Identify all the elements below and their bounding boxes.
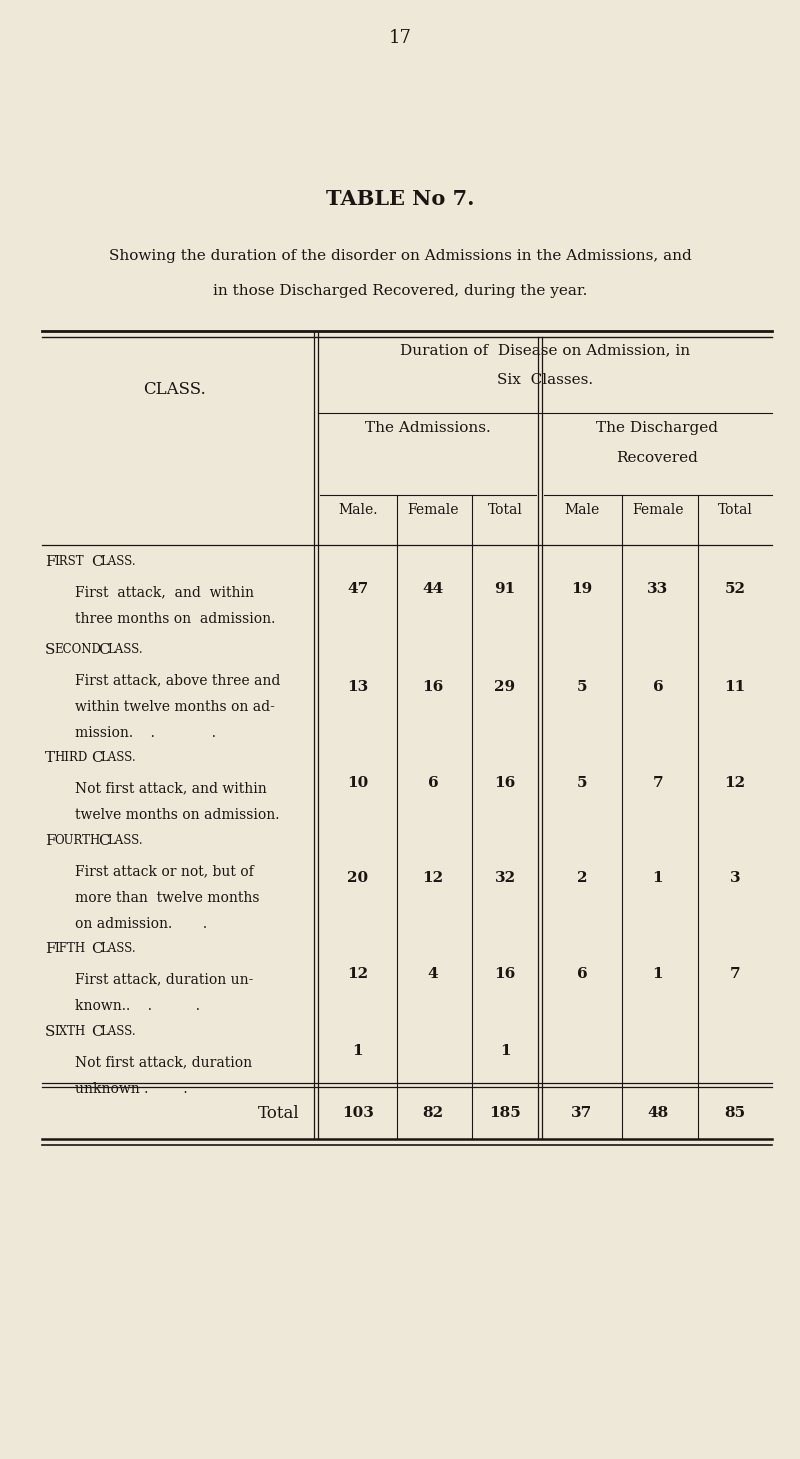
Text: 4: 4 bbox=[428, 966, 438, 980]
Text: Male.: Male. bbox=[338, 503, 378, 516]
Text: unknown .        .: unknown . . bbox=[75, 1081, 188, 1096]
Text: 32: 32 bbox=[494, 871, 515, 886]
Text: 44: 44 bbox=[422, 582, 444, 595]
Text: 16: 16 bbox=[422, 680, 444, 694]
Text: The Discharged: The Discharged bbox=[596, 422, 718, 435]
Text: 11: 11 bbox=[724, 680, 746, 694]
Text: OURTH: OURTH bbox=[54, 835, 101, 848]
Text: C: C bbox=[98, 643, 110, 657]
Text: 52: 52 bbox=[725, 582, 746, 595]
Text: 185: 185 bbox=[489, 1106, 521, 1121]
Text: TABLE No 7.: TABLE No 7. bbox=[326, 190, 474, 209]
Text: more than  twelve months: more than twelve months bbox=[75, 890, 259, 905]
Text: 16: 16 bbox=[494, 966, 516, 980]
Text: three months on  admission.: three months on admission. bbox=[75, 611, 275, 626]
Text: S: S bbox=[45, 1026, 55, 1039]
Text: mission.    .             .: mission. . . bbox=[75, 727, 216, 740]
Text: 82: 82 bbox=[422, 1106, 443, 1121]
Text: C: C bbox=[91, 554, 103, 569]
Text: Not first attack, and within: Not first attack, and within bbox=[75, 781, 266, 795]
Text: HIRD: HIRD bbox=[54, 751, 87, 765]
Text: 17: 17 bbox=[389, 29, 411, 47]
Text: First attack or not, but of: First attack or not, but of bbox=[75, 864, 254, 878]
Text: Showing the duration of the disorder on Admissions in the Admissions, and: Showing the duration of the disorder on … bbox=[109, 249, 691, 263]
Text: LASS.: LASS. bbox=[101, 554, 136, 568]
Text: 20: 20 bbox=[347, 871, 369, 886]
Text: 3: 3 bbox=[730, 871, 740, 886]
Text: Six  Classes.: Six Classes. bbox=[497, 374, 593, 387]
Text: 1: 1 bbox=[353, 1045, 363, 1058]
Text: 12: 12 bbox=[422, 871, 443, 886]
Text: Female: Female bbox=[407, 503, 458, 516]
Text: 19: 19 bbox=[571, 582, 593, 595]
Text: CLASS.: CLASS. bbox=[144, 381, 206, 398]
Text: IFTH: IFTH bbox=[54, 943, 86, 956]
Text: T: T bbox=[45, 751, 55, 765]
Text: IRST: IRST bbox=[54, 554, 84, 568]
Text: 1: 1 bbox=[500, 1045, 510, 1058]
Text: F: F bbox=[45, 835, 55, 848]
Text: 48: 48 bbox=[647, 1106, 669, 1121]
Text: LASS.: LASS. bbox=[101, 943, 136, 956]
Text: F: F bbox=[45, 554, 55, 569]
Text: C: C bbox=[91, 943, 103, 956]
Text: 1: 1 bbox=[653, 871, 663, 886]
Text: 7: 7 bbox=[730, 966, 740, 980]
Text: 103: 103 bbox=[342, 1106, 374, 1121]
Text: LASS.: LASS. bbox=[101, 1026, 136, 1037]
Text: F: F bbox=[45, 943, 55, 956]
Text: 91: 91 bbox=[494, 582, 516, 595]
Text: 10: 10 bbox=[347, 776, 369, 789]
Text: twelve months on admission.: twelve months on admission. bbox=[75, 807, 279, 821]
Text: The Admissions.: The Admissions. bbox=[365, 422, 490, 435]
Text: 13: 13 bbox=[347, 680, 369, 694]
Text: 6: 6 bbox=[428, 776, 438, 789]
Text: 47: 47 bbox=[347, 582, 369, 595]
Text: 16: 16 bbox=[494, 776, 516, 789]
Text: 5: 5 bbox=[577, 776, 587, 789]
Text: Male: Male bbox=[564, 503, 600, 516]
Text: C: C bbox=[91, 1026, 103, 1039]
Text: 85: 85 bbox=[725, 1106, 746, 1121]
Text: 1: 1 bbox=[653, 966, 663, 980]
Text: 6: 6 bbox=[653, 680, 663, 694]
Text: Female: Female bbox=[632, 503, 684, 516]
Text: ECOND: ECOND bbox=[54, 643, 101, 657]
Text: C: C bbox=[98, 835, 110, 848]
Text: IXTH: IXTH bbox=[54, 1026, 86, 1037]
Text: known..    .          .: known.. . . bbox=[75, 998, 200, 1013]
Text: Total: Total bbox=[487, 503, 522, 516]
Text: 7: 7 bbox=[653, 776, 663, 789]
Text: S: S bbox=[45, 643, 55, 657]
Text: 5: 5 bbox=[577, 680, 587, 694]
Text: LASS.: LASS. bbox=[107, 835, 143, 848]
Text: 12: 12 bbox=[347, 966, 369, 980]
Text: First attack, duration un-: First attack, duration un- bbox=[75, 972, 254, 986]
Text: within twelve months on ad-: within twelve months on ad- bbox=[75, 699, 275, 713]
Text: 2: 2 bbox=[577, 871, 587, 886]
Text: Total: Total bbox=[718, 503, 753, 516]
Text: 6: 6 bbox=[577, 966, 587, 980]
Text: First  attack,  and  within: First attack, and within bbox=[75, 585, 254, 600]
Text: Duration of  Disease on Admission, in: Duration of Disease on Admission, in bbox=[400, 343, 690, 357]
Text: 12: 12 bbox=[725, 776, 746, 789]
Text: First attack, above three and: First attack, above three and bbox=[75, 673, 280, 687]
Text: 33: 33 bbox=[647, 582, 669, 595]
Text: Recovered: Recovered bbox=[616, 451, 698, 465]
Text: in those Discharged Recovered, during the year.: in those Discharged Recovered, during th… bbox=[213, 285, 587, 298]
Text: C: C bbox=[91, 751, 103, 765]
Text: on admission.       .: on admission. . bbox=[75, 918, 207, 931]
Text: LASS.: LASS. bbox=[107, 643, 143, 657]
Text: 37: 37 bbox=[571, 1106, 593, 1121]
Text: Not first attack, duration: Not first attack, duration bbox=[75, 1055, 252, 1069]
Text: Total: Total bbox=[258, 1104, 300, 1122]
Text: LASS.: LASS. bbox=[101, 751, 136, 765]
Text: 29: 29 bbox=[494, 680, 515, 694]
